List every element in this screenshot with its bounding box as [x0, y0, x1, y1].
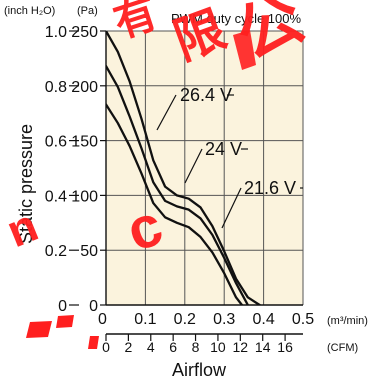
- x-secondary-tick-label: 16: [277, 339, 293, 355]
- x-primary-tick-label: 0.1: [134, 311, 156, 328]
- watermark-char-4: n: [0, 199, 45, 258]
- series-leader-line: [184, 148, 203, 184]
- x-secondary-tick-label: 4: [147, 339, 155, 355]
- x-secondary-tick-label: 14: [255, 339, 271, 355]
- series-line-3: [106, 103, 244, 305]
- y-tick-label-pa: 50: [80, 243, 98, 260]
- series-labels: 26.4 V 24 V21.6 V: [156, 85, 303, 229]
- series-label-3: 21.6 V: [244, 178, 296, 198]
- y-tick-label-pa: 150: [71, 134, 98, 151]
- x-secondary-tick-label: 2: [124, 339, 132, 355]
- x-ticks: 0 0.1 0.2 0.3 0.4 0.50 2 4 6 8 10 12 14 16: [98, 311, 314, 355]
- x-primary-tick-label: 0.3: [213, 311, 235, 328]
- x-primary-tick-label: 0: [98, 311, 107, 328]
- y-axis-label: Static pressure: [16, 124, 36, 244]
- x-primary-tick-label: 0.5: [292, 311, 314, 328]
- y-tick-label-pa: 250: [71, 24, 98, 41]
- series-leader-line: [221, 187, 242, 229]
- watermark-mark-1: [26, 321, 52, 338]
- x-secondary-tick-label: 12: [233, 339, 249, 355]
- y-tick-label-pa: 0: [89, 298, 98, 315]
- y-tick-label-inch: 0.4: [45, 188, 67, 205]
- series-line-1: [106, 31, 261, 305]
- watermark-mark-4: [233, 30, 256, 70]
- y-tick-label-inch: 1.0: [45, 24, 67, 41]
- y-tick-label-pa: 100: [71, 188, 98, 205]
- x-axis-label: Airflow: [172, 360, 227, 380]
- x-secondary-tick-label: 0: [102, 339, 110, 355]
- y-tick-label-inch: 0.6: [45, 134, 67, 151]
- series-label-1: 26.4 V: [180, 85, 232, 105]
- y-tick-label-inch: 0: [58, 298, 67, 315]
- grid-lines: [106, 30, 304, 305]
- y-tick-label-pa: 200: [71, 79, 98, 96]
- x-secondary-tick-label: 10: [210, 339, 226, 355]
- series-label-2: 24 V: [205, 139, 242, 159]
- left-unit-label: (inch H₂O): [4, 5, 55, 17]
- series-leader-line: [156, 94, 177, 131]
- right-unit-label: (Pa): [77, 5, 98, 17]
- x-primary-tick-label: 0.4: [252, 311, 274, 328]
- watermark-mark-2: [56, 315, 74, 328]
- series-line-2: [106, 64, 249, 305]
- plot-background: [106, 31, 303, 305]
- x-primary-tick-label: 0.2: [174, 311, 196, 328]
- x-secondary-tick-label: 8: [192, 339, 200, 355]
- x-secondary-unit-label: (CFM): [327, 342, 358, 354]
- x-secondary-tick-label: 6: [169, 339, 177, 355]
- y-tick-label-inch: 0.2: [45, 243, 67, 260]
- curve-layer: [106, 31, 261, 305]
- x-primary-unit-label: (m³/min): [327, 315, 368, 327]
- chart-title: PWM duty cycle 100%: [171, 11, 301, 26]
- y-tick-label-inch: 0.8: [45, 79, 67, 96]
- watermark-mark-3: [88, 336, 99, 349]
